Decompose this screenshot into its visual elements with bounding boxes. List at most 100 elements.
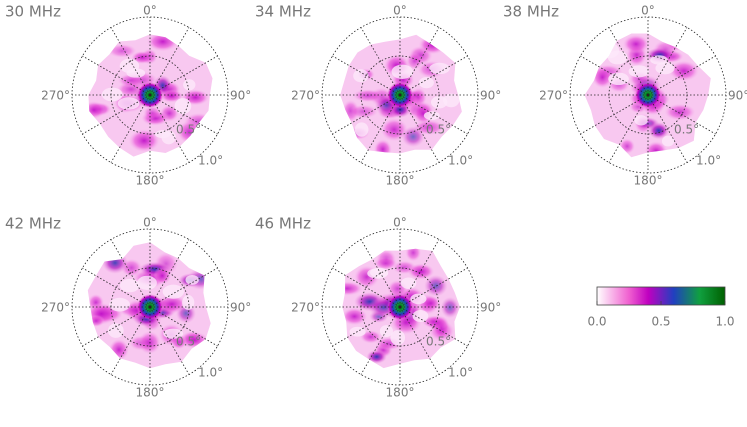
map-hole	[423, 111, 440, 120]
angle-label: 0°	[393, 4, 407, 18]
panel-title: 38 MHz	[503, 3, 559, 21]
grid-spoke	[110, 94, 151, 163]
map-hole	[390, 330, 406, 346]
grid-spoke	[608, 27, 649, 96]
panel-title: 46 MHz	[255, 215, 311, 233]
map-blob	[405, 248, 422, 262]
ring-label: 0.5°	[176, 123, 201, 137]
map-blob	[342, 281, 363, 296]
angle-label: 270°	[41, 301, 70, 315]
map-blob	[348, 104, 379, 119]
map-hole	[108, 323, 124, 338]
map-hole	[354, 122, 369, 137]
grid-spoke	[608, 94, 649, 163]
map-hole	[126, 68, 146, 78]
map-hole	[410, 293, 427, 305]
map-blob	[424, 274, 448, 297]
panel-title: 30 MHz	[5, 3, 61, 21]
grid-spoke	[149, 94, 218, 135]
ring-label: 1.0°	[696, 154, 721, 168]
map-blob	[146, 34, 179, 52]
ring-label: 0.5°	[176, 335, 201, 349]
map-blob	[418, 35, 447, 55]
map-hole	[117, 97, 140, 110]
angle-label: 270°	[291, 301, 320, 315]
map-hole	[137, 275, 157, 290]
map-hole	[628, 65, 650, 78]
grid-spoke	[110, 27, 151, 96]
map-blob	[668, 60, 699, 82]
angle-label: 90°	[728, 89, 747, 103]
colorbar-tick-label: 0.0	[587, 315, 606, 329]
map-hole	[353, 69, 369, 83]
ring-label: 1.0°	[198, 154, 223, 168]
grid-spoke	[149, 55, 218, 96]
grid-spoke	[149, 239, 190, 308]
map-blob	[131, 51, 153, 64]
map-blob	[108, 338, 130, 361]
map-blob	[352, 89, 384, 103]
map-hole	[101, 87, 123, 102]
map-hole	[412, 309, 429, 323]
ring-label: 0.5°	[426, 123, 451, 137]
grid-spoke	[360, 239, 401, 308]
map-blob	[373, 256, 398, 270]
angle-label: 180°	[386, 386, 415, 400]
grid-spoke	[149, 306, 218, 347]
map-hole	[174, 98, 192, 115]
map-hole	[400, 277, 417, 289]
grid-spoke	[149, 306, 190, 375]
map-hole	[607, 50, 628, 65]
map-blob	[87, 314, 105, 327]
grid-spoke	[149, 267, 218, 308]
grid-spoke	[110, 239, 151, 308]
ring-label: 1.0°	[448, 366, 473, 380]
map-blob	[440, 296, 460, 319]
map-hole	[183, 79, 196, 91]
map-hole	[379, 325, 393, 338]
map-blob	[366, 349, 387, 364]
map-blob	[425, 315, 449, 331]
colorbar: 0.0 0.5 1.0	[587, 286, 735, 329]
panel: 42 MHz 0° 90° 180° 270° 0.5° 1.0°	[5, 215, 251, 400]
grid-spoke	[332, 267, 401, 308]
panel: 46 MHz 0° 90° 180° 270° 0.5° 1.0°	[255, 215, 501, 400]
map-hole	[163, 328, 184, 339]
map-hole	[429, 62, 450, 75]
map-blob	[401, 126, 425, 148]
map-blob	[380, 117, 408, 142]
grid-spoke	[399, 94, 440, 163]
map-blob	[143, 105, 162, 120]
grid-spoke	[647, 27, 688, 96]
map-blob	[407, 263, 435, 280]
ring-label: 0.5°	[674, 123, 699, 137]
grid-spoke	[399, 94, 468, 135]
map-hole	[608, 72, 629, 86]
angle-label: 180°	[136, 174, 165, 188]
map-blob	[138, 330, 161, 355]
grid-spoke	[332, 306, 401, 347]
colorbar-tick-label: 0.5	[651, 315, 670, 329]
map-hole	[109, 297, 130, 312]
map-blob	[373, 139, 392, 154]
grid-spoke	[399, 239, 440, 308]
angle-label: 270°	[41, 89, 70, 103]
map-blob	[664, 103, 696, 121]
colorbar-tick-label: 1.0	[715, 315, 734, 329]
map-hole	[185, 274, 199, 285]
grid-spoke	[399, 306, 440, 375]
grid-spoke	[580, 94, 649, 135]
grid-spoke	[360, 27, 401, 96]
map-blob	[342, 307, 368, 326]
map-blob	[107, 43, 137, 58]
grid-spoke	[399, 306, 468, 347]
panel-title: 34 MHz	[255, 3, 311, 21]
grid-spoke	[110, 306, 151, 375]
grid-spoke	[149, 27, 190, 96]
map-hole	[370, 267, 389, 278]
angle-label: 0°	[393, 216, 407, 230]
angle-label: 0°	[143, 4, 157, 18]
map-hole	[161, 130, 176, 145]
grid-spoke	[360, 94, 401, 163]
